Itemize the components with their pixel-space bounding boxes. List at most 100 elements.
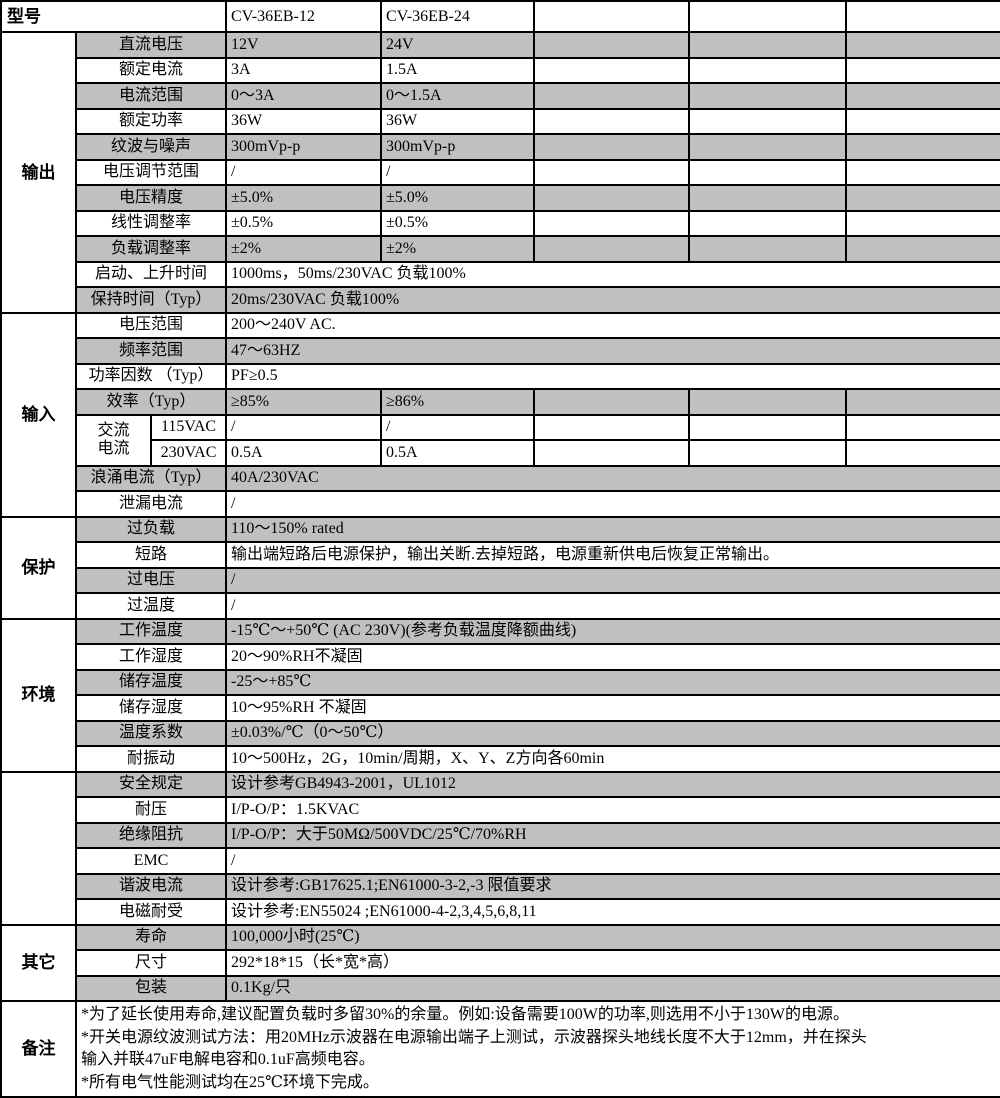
table-row: 230VAC 0.5A 0.5A [1, 439, 1000, 467]
table-row: 绝缘阻抗 I/P-O/P：大于50MΩ/500VDC/25℃/70%RH [1, 821, 1000, 849]
spec-value: ≥86% [380, 388, 536, 416]
spec-value: ≥85% [225, 388, 383, 416]
spec-value: / [380, 158, 536, 186]
table-row: 电流范围 0～3A 0～1.5A [1, 82, 1000, 110]
empty-cell [688, 413, 848, 441]
spec-label: 短路 [74, 541, 228, 569]
empty-cell [688, 82, 848, 110]
table-row: 电压精度 ±5.0% ±5.0% [1, 184, 1000, 212]
table-row: 纹波与噪声 300mVp-p 300mVp-p [1, 133, 1000, 161]
table-row: 环境 工作温度 -15℃～+50℃ (AC 230V)(参考负载温度降额曲线) [0, 617, 1000, 773]
table-row: 工作湿度 20～90%RH不凝固 [1, 643, 1000, 671]
table-row: 额定电流 3A 1.5A [1, 56, 1000, 84]
table-row: 输入 电压范围 200～240V AC. [0, 311, 1000, 518]
spec-value-span: 200～240V AC. [225, 311, 1000, 339]
spec-label: 安全规定 [74, 770, 228, 798]
spec-value-span: I/P-O/P：1.5KVAC [225, 796, 1000, 824]
note-line: *所有电气性能测试均在25℃环境下完成。 [81, 1073, 379, 1091]
spec-value: ±0.5% [225, 209, 383, 237]
note-line: *开关电源纹波测试方法：用20MHz示波器在电源输出端子上测试，示波器探头地线长… [81, 1028, 867, 1046]
spec-label: 绝缘阻抗 [74, 821, 228, 849]
table-row: 输出 直流电压 12V 24V [0, 31, 1000, 314]
empty-cell [845, 158, 1000, 186]
spec-value: 24V [380, 31, 536, 59]
empty-cell [533, 184, 691, 212]
model-name-value: CV-36EB-24 [380, 0, 536, 33]
spec-value: 300mVp-p [225, 133, 383, 161]
spec-label: 过电压 [74, 566, 228, 594]
empty-cell [533, 388, 691, 416]
spec-label: 交流 电流 [75, 413, 152, 467]
table-row: 额定功率 36W 36W [1, 107, 1000, 135]
spec-label: 保持时间（Typ） [74, 286, 228, 314]
empty-cell [845, 82, 1000, 110]
table-row: 负载调整率 ±2% ±2% [1, 235, 1000, 263]
spec-label: 负载调整率 [74, 235, 228, 263]
table-row: 启动、上升时间 1000ms，50ms/230VAC 负载100% [1, 260, 1000, 288]
spec-value: 0～1.5A [380, 82, 536, 110]
empty-cell [688, 56, 848, 84]
table-row: 功率因数 （Typ） PF≥0.5 [1, 362, 1000, 390]
table-row: 过温度 / [1, 592, 1000, 620]
empty-cell [533, 133, 691, 161]
spec-label: 过温度 [74, 592, 228, 620]
spec-label: 直流电压 [74, 31, 228, 59]
table-row: 储存湿度 10～95%RH 不凝固 [1, 694, 1000, 722]
model-row-label: 型号 [0, 0, 228, 33]
spec-value: 12V [225, 31, 383, 59]
empty-cell [688, 107, 848, 135]
table-row: EMC / [1, 847, 1000, 875]
spec-label: 工作湿度 [74, 643, 228, 671]
section-label: 环境 [0, 617, 77, 773]
spec-value: 36W [380, 107, 536, 135]
spec-value-span: 20ms/230VAC 负载100% [225, 286, 1000, 314]
empty-cell [533, 235, 691, 263]
spec-label: 过负载 [74, 515, 228, 543]
empty-cell [533, 56, 691, 84]
table-row: 保持时间（Typ） 20ms/230VAC 负载100% [1, 286, 1000, 314]
section-label: 其它 [0, 923, 77, 1002]
table-row: 保护 过负载 110～150% rated [0, 515, 1000, 620]
spec-label: 电压范围 [74, 311, 228, 339]
note-line: 输入并联47uF电解电容和0.1uF高频电容。 [81, 1051, 375, 1068]
empty-cell [688, 133, 848, 161]
spec-label: 寿命 [74, 923, 228, 951]
spec-value-span: 47～63HZ [225, 337, 1000, 365]
table-row: 谐波电流 设计参考:GB17625.1;EN61000-3-2,-3 限值要求 [1, 872, 1000, 900]
spec-value-span: 输出端短路后电源保护，输出关断.去掉短路，电源重新供电后恢复正常输出。 [225, 541, 1000, 569]
empty-cell [845, 184, 1000, 212]
spec-label: 电压调节范围 [74, 158, 228, 186]
spec-value: 1.5A [380, 56, 536, 84]
spec-value-span: I/P-O/P：大于50MΩ/500VDC/25℃/70%RH [225, 821, 1000, 849]
spec-value: ±5.0% [380, 184, 536, 212]
spec-value-span: PF≥0.5 [225, 362, 1000, 390]
spec-sublabel: 115VAC [149, 413, 228, 441]
table-row: 交流 电流 115VAC / / [1, 413, 1000, 467]
table-row: 浪涌电流（Typ） 40A/230VAC [1, 464, 1000, 492]
table-row: 型号 CV-36EB-12 CV-36EB-24 [0, 0, 1000, 33]
empty-cell [845, 107, 1000, 135]
spec-value: ±0.5% [380, 209, 536, 237]
spec-value-span: / [225, 847, 1000, 875]
spec-value-span: 20～90%RH不凝固 [225, 643, 1000, 671]
table-row: 包装 0.1Kg/只 [1, 974, 1000, 1002]
spec-value: / [380, 413, 536, 441]
spec-value-span: ±0.03%/℃（0～50℃） [225, 719, 1000, 747]
table-row: 安全规定 设计参考GB4943-2001，UL1012 [0, 770, 1000, 926]
spec-value-span: 1000ms，50ms/230VAC 负载100% [225, 260, 1000, 288]
empty-cell [845, 235, 1000, 263]
empty-cell [533, 439, 691, 467]
spec-value-span: / [225, 490, 1000, 518]
spec-label: 温度系数 [74, 719, 228, 747]
spec-label: 泄漏电流 [74, 490, 228, 518]
spec-label: 工作温度 [74, 617, 228, 645]
model-name-value: CV-36EB-12 [225, 0, 383, 33]
spec-label: 额定电流 [74, 56, 228, 84]
empty-cell [533, 82, 691, 110]
table-row: 其它 寿命 100,000小时(25℃) [0, 923, 1000, 1002]
spec-value-span: 100,000小时(25℃) [225, 923, 1000, 951]
spec-label: 线性调整率 [74, 209, 228, 237]
spec-label: 浪涌电流（Typ） [74, 464, 228, 492]
notes-cell: *为了延长使用寿命,建议配置负载时多留30%的余量。例如:设备需要100W的功率… [74, 1000, 1000, 1098]
empty-cell [688, 388, 848, 416]
